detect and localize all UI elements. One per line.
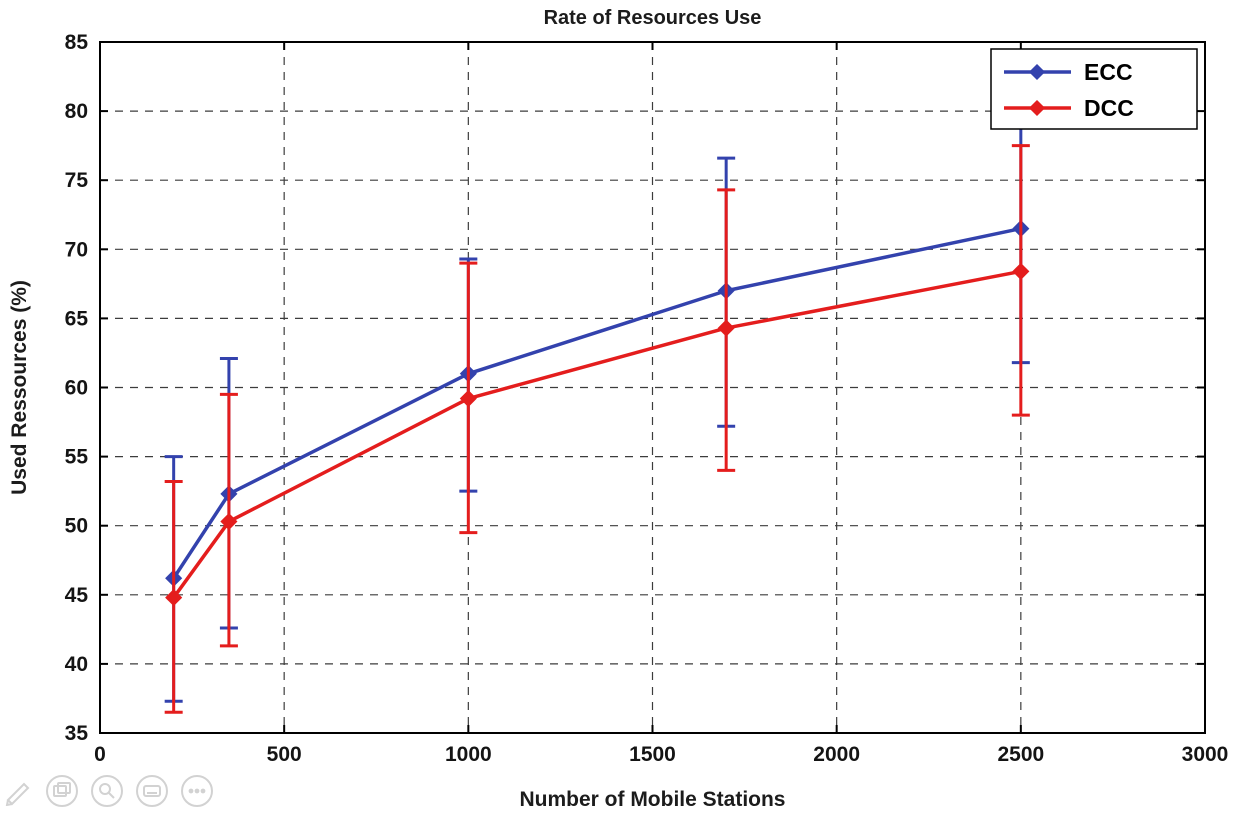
svg-text:2000: 2000 xyxy=(813,743,860,766)
svg-text:ECC: ECC xyxy=(1084,59,1133,85)
svg-text:45: 45 xyxy=(65,584,89,607)
svg-text:35: 35 xyxy=(65,722,89,745)
svg-text:70: 70 xyxy=(65,238,88,261)
svg-text:Rate of Resources Use: Rate of Resources Use xyxy=(544,7,762,29)
svg-text:0: 0 xyxy=(94,743,106,766)
svg-text:80: 80 xyxy=(65,100,88,123)
keyboard-icon[interactable] xyxy=(135,774,169,808)
viewer-toolbar xyxy=(0,774,214,808)
edit-icon[interactable] xyxy=(0,774,34,808)
svg-text:1000: 1000 xyxy=(445,743,492,766)
svg-text:65: 65 xyxy=(65,307,89,330)
svg-text:40: 40 xyxy=(65,653,88,676)
svg-text:55: 55 xyxy=(65,446,89,469)
svg-text:Used Ressources (%): Used Ressources (%) xyxy=(8,280,31,495)
svg-text:Number of Mobile Stations: Number of Mobile Stations xyxy=(519,788,785,811)
svg-text:1500: 1500 xyxy=(629,743,676,766)
svg-text:500: 500 xyxy=(267,743,302,766)
svg-text:85: 85 xyxy=(65,31,89,54)
svg-text:3000: 3000 xyxy=(1182,743,1229,766)
copy-image-icon[interactable] xyxy=(45,774,79,808)
svg-text:2500: 2500 xyxy=(997,743,1044,766)
svg-text:DCC: DCC xyxy=(1084,95,1134,121)
more-icon[interactable] xyxy=(180,774,214,808)
svg-text:60: 60 xyxy=(65,377,88,400)
svg-text:50: 50 xyxy=(65,515,88,538)
zoom-icon[interactable] xyxy=(90,774,124,808)
svg-text:75: 75 xyxy=(65,169,89,192)
